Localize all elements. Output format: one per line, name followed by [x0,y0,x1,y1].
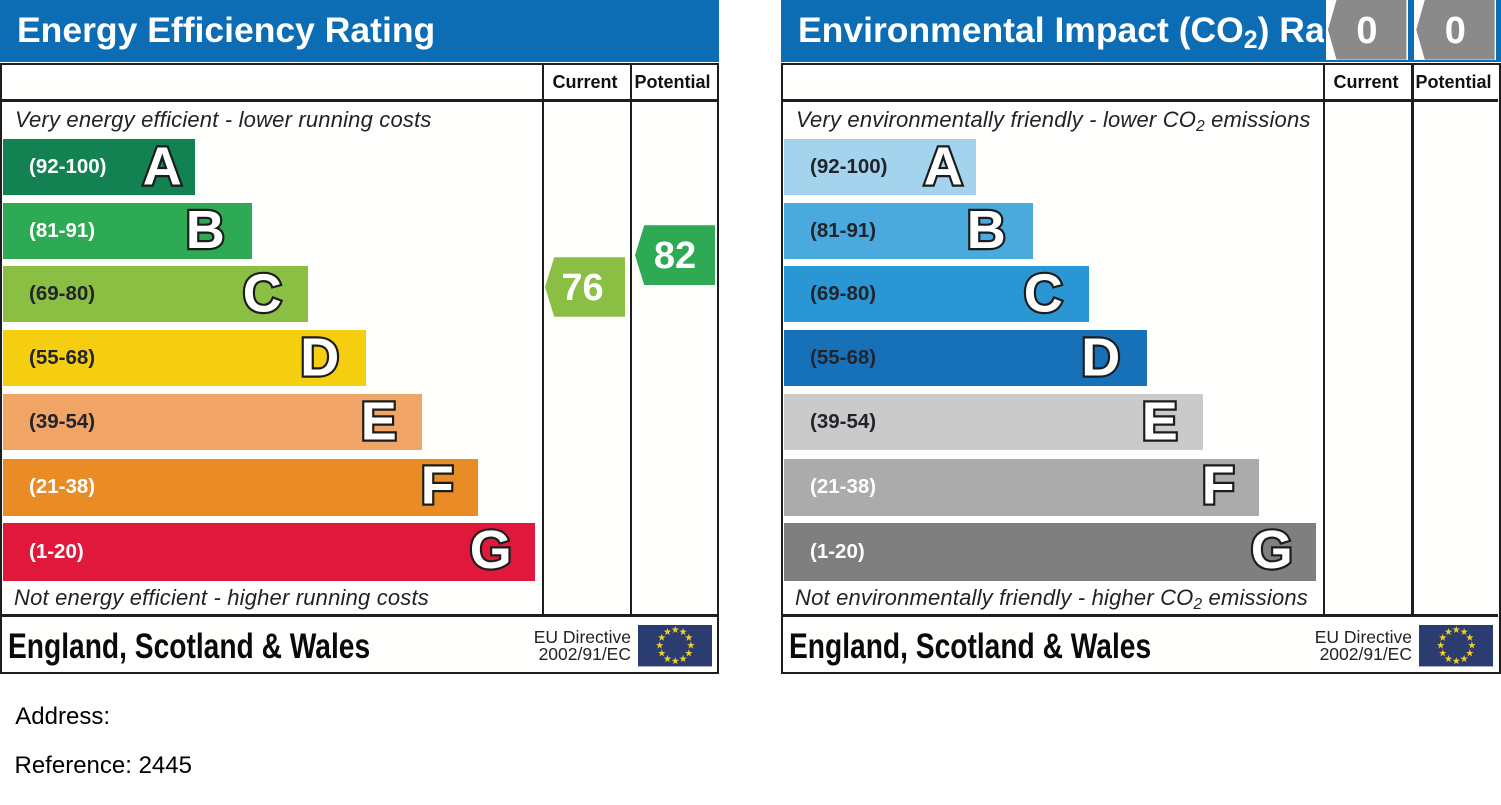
svg-text:F: F [1202,456,1235,516]
svg-text:B: B [967,200,1006,260]
svg-text:G: G [470,520,512,580]
svg-text:E: E [1142,391,1178,451]
svg-text:G: G [1251,520,1293,580]
svg-text:D: D [300,327,339,387]
svg-text:C: C [1024,264,1063,324]
svg-text:F: F [421,456,454,516]
svg-text:C: C [243,264,282,324]
svg-text:E: E [361,391,397,451]
svg-text:B: B [186,200,225,260]
svg-text:D: D [1081,327,1120,387]
svg-text:A: A [143,137,182,197]
svg-text:A: A [924,137,963,197]
